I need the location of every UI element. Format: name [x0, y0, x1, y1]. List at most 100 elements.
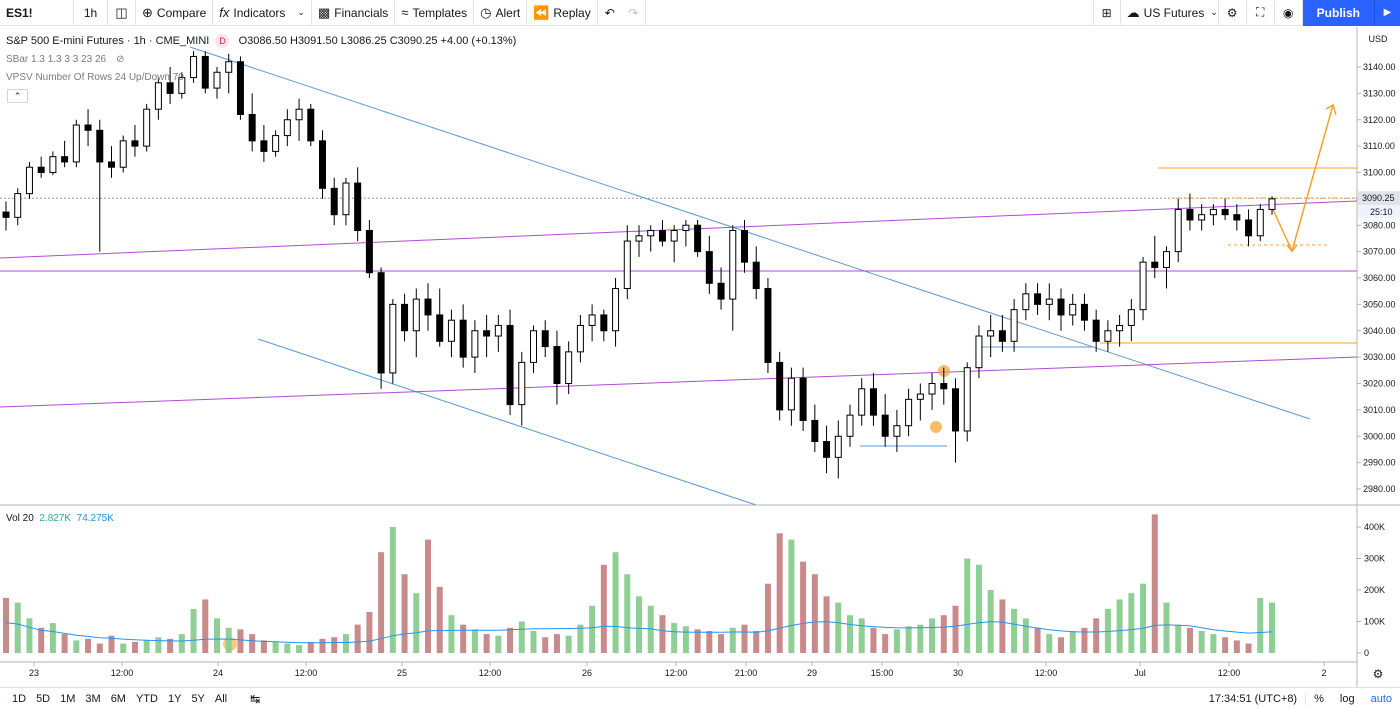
range-1y[interactable]: 1Y [167, 692, 182, 705]
signal-marker-2 [930, 421, 942, 433]
log-toggle[interactable]: log [1339, 692, 1355, 705]
rewind-icon: ⏪ [533, 4, 550, 20]
time-tick-label: Jul [1134, 668, 1146, 678]
volume-label: Vol 20 [6, 513, 34, 524]
last-price-badge [1358, 191, 1400, 206]
toolbar-right: ⊞ ☁ US Futures ⌄ ⚙ ⛶ ◉ Publish ▶ [1092, 0, 1400, 26]
chart-type-button[interactable]: ◫ [108, 0, 136, 26]
auto-toggle[interactable]: auto [1370, 692, 1392, 705]
goto-date-icon[interactable]: ↹ [250, 691, 261, 706]
chart-canvas[interactable]: USD 3140.00 3130.00 3120.00 3110.00 3100.00 30… [0, 27, 1400, 687]
volume-bar [999, 599, 1006, 653]
volume-tick-label: 300K [1364, 554, 1385, 564]
financials-button[interactable]: ▩ Financials [312, 0, 396, 26]
range-3m[interactable]: 3M [85, 692, 101, 705]
clock[interactable]: 17:34:51 (UTC+8) [1208, 692, 1298, 705]
candle-down [260, 140, 268, 152]
candle-down [37, 166, 45, 174]
volume-bar [952, 605, 959, 653]
legend-title[interactable]: S&P 500 E-mini Futures · 1h · CME_MINI [6, 35, 210, 47]
snapshot-button[interactable]: ◉ [1275, 0, 1303, 26]
volume-bar [296, 645, 303, 653]
fullscreen-button[interactable]: ⛶ [1247, 0, 1275, 26]
volume-bar [1022, 618, 1029, 653]
volume-bar [143, 640, 150, 653]
candle-up [283, 119, 291, 137]
price-tick-label: 3040.00 [1363, 326, 1396, 336]
candle-down [940, 383, 948, 390]
range-5d[interactable]: 5D [36, 692, 51, 705]
candle-down [319, 140, 326, 189]
indicators-button[interactable]: fx Indicators ⌄ [213, 0, 312, 26]
candle-up [412, 298, 420, 332]
publish-button[interactable]: Publish [1302, 0, 1374, 26]
grid-lines [0, 27, 1400, 687]
candles-icon: ◫ [115, 4, 128, 20]
percent-toggle[interactable]: % [1305, 692, 1332, 705]
price-tick-label: 3060.00 [1363, 273, 1396, 283]
time-tick-label: 15:00 [871, 668, 894, 678]
time-tick-label: 12:00 [1218, 668, 1241, 678]
candle-up [635, 235, 643, 242]
candle-down [84, 124, 92, 131]
candle-down [553, 346, 561, 385]
settings-button[interactable]: ⚙ [1219, 0, 1247, 26]
countdown-label: 25:10 [1370, 207, 1393, 217]
alert-button[interactable]: ◷ Alert [474, 0, 528, 26]
templates-button[interactable]: ≈ Templates [395, 0, 475, 26]
legend-change: +4.00 (+0.13%) [440, 35, 517, 47]
price-tick-label: 2980.00 [1363, 484, 1396, 494]
candle-up [975, 335, 983, 369]
candle-down [764, 288, 772, 363]
volume-bar [1233, 640, 1240, 653]
candle-up [612, 288, 620, 332]
layout-button[interactable]: ⊞ [1092, 0, 1121, 26]
redo-button[interactable]: ↷ [622, 0, 646, 26]
scale-settings-icon: ⚙ [1373, 667, 1384, 681]
volume-bar [647, 605, 654, 653]
range-1m[interactable]: 1M [60, 692, 76, 705]
range-all[interactable]: All [214, 692, 228, 705]
session-select[interactable]: ☁ US Futures ⌄ [1121, 0, 1219, 26]
candle-up [846, 414, 854, 437]
volume-bar [741, 624, 748, 653]
range-5y[interactable]: 5Y [191, 692, 205, 705]
volume-bar [61, 634, 68, 653]
replay-button[interactable]: ⏪ Replay [527, 0, 598, 26]
symbol-search-button[interactable]: ES1! [0, 0, 74, 26]
volume-bar [1245, 643, 1252, 653]
range-6m[interactable]: 6M [110, 692, 126, 705]
range-ytd[interactable]: YTD [135, 692, 158, 705]
indicator-sbar[interactable]: SBar 1.3 1.3 3 3 23 26 ⊘ [6, 54, 124, 65]
compare-button[interactable]: ⊕ Compare [136, 0, 214, 26]
collapse-legend-button[interactable]: ⌃ [7, 89, 28, 103]
candle-up [447, 319, 455, 342]
candle-up [49, 156, 57, 174]
legend-open: O3086.50 [238, 35, 287, 47]
volume-bar [835, 602, 842, 653]
candle-up [682, 224, 690, 232]
price-tick-label: 3050.00 [1363, 299, 1396, 309]
delayed-badge: D [215, 34, 230, 48]
candle-down [61, 156, 69, 163]
price-tick-label: 3140.00 [1363, 62, 1396, 72]
volume-bar [847, 615, 853, 653]
range-1d[interactable]: 1D [12, 692, 27, 705]
indicator-vpsv[interactable]: VPSV Number Of Rows 24 Up/Down 70 [6, 72, 184, 83]
interval-button[interactable]: 1h [74, 0, 108, 26]
volume-tick-label: 400K [1364, 522, 1385, 532]
candle-up [178, 77, 186, 94]
volume-bar [307, 641, 314, 653]
eye-slash-icon[interactable]: ⊘ [116, 54, 125, 65]
candle-up [916, 393, 924, 400]
candle-up [987, 330, 995, 337]
legend-high: H3091.50 [290, 35, 338, 47]
volume-bar [706, 630, 713, 653]
volume-bar [893, 629, 900, 653]
undo-button[interactable]: ↶ [598, 0, 622, 26]
volume-bar [975, 564, 982, 653]
play-button[interactable]: ▶ [1374, 0, 1400, 26]
candle-up [530, 330, 537, 363]
candle-down [1233, 214, 1241, 221]
volume-bar [671, 623, 678, 653]
